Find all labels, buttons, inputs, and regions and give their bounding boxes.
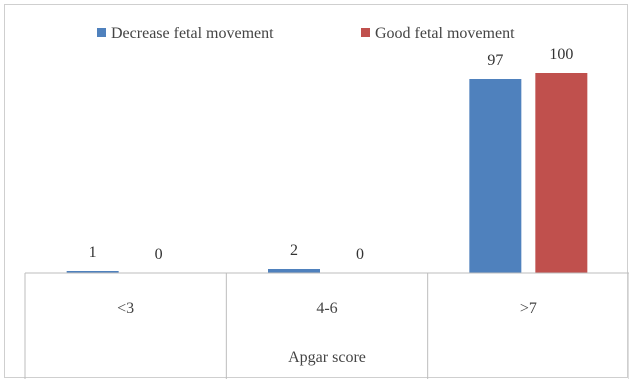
bar-decrease-fetal-movement-2 [268, 269, 320, 273]
x-axis: <3 4-6 >7 [24, 272, 629, 379]
data-label-good-fetal-movement-3: 100 [549, 46, 573, 63]
bar-good-fetal-movement-3 [535, 73, 588, 273]
legend-label-good-fetal-movement: Good fetal movement [375, 25, 515, 42]
x-tick-label-2: 4-6 [316, 300, 337, 317]
x-tick-label-3: >7 [520, 300, 537, 317]
bar-decrease-fetal-movement-1 [66, 271, 119, 273]
data-label-good-fetal-movement-1: 0 [155, 246, 163, 263]
legend-swatch-good-fetal-movement [361, 28, 370, 37]
chart-frame: Decrease fetal movement Good fetal moveme… [4, 4, 629, 379]
bars-group [66, 73, 588, 273]
data-label-decrease-fetal-movement-2: 2 [290, 242, 298, 259]
legend: Decrease fetal movement Good fetal moveme… [97, 25, 515, 42]
data-label-good-fetal-movement-2: 0 [356, 246, 364, 263]
data-label-decrease-fetal-movement-3: 97 [487, 52, 503, 69]
bar-chart: Decrease fetal movement Good fetal moveme… [24, 25, 629, 379]
data-labels-group: 1 0 2 0 97 100 [89, 46, 574, 263]
legend-label-decrease-fetal-movement: Decrease fetal movement [111, 25, 274, 42]
x-tick-label-1: <3 [117, 300, 134, 317]
x-axis-title: Apgar score [288, 349, 366, 366]
legend-swatch-decrease-fetal-movement [97, 28, 106, 37]
data-label-decrease-fetal-movement-1: 1 [89, 244, 97, 261]
bar-decrease-fetal-movement-3 [469, 79, 522, 273]
